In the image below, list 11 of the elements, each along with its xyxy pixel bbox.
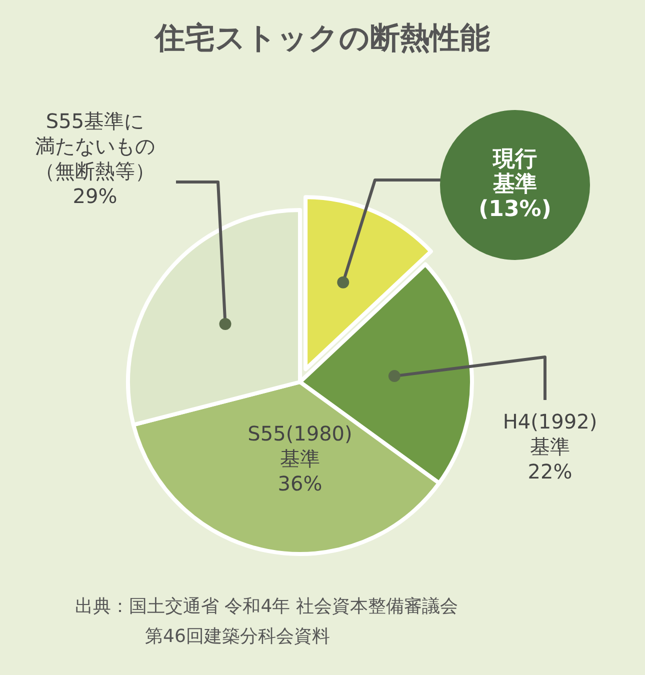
slice-label: 現行基準: [492, 147, 537, 198]
slice-label: S55基準に満たないもの（無断熱等）: [35, 108, 155, 183]
slice-label: S55(1980)基準: [248, 421, 352, 470]
chart-title: 住宅ストックの断熱性能: [153, 21, 490, 56]
data-label: 22%: [528, 459, 572, 484]
text: 第46回建築分科会資料: [145, 626, 330, 647]
source-note: 出典：国土交通省 令和4年 社会資本整備審議会: [75, 596, 458, 617]
data-label: (13%): [478, 197, 552, 222]
data-label: 29%: [72, 184, 118, 208]
data-label: 36%: [278, 471, 322, 496]
slice-label: H4(1992)基準: [502, 409, 598, 458]
